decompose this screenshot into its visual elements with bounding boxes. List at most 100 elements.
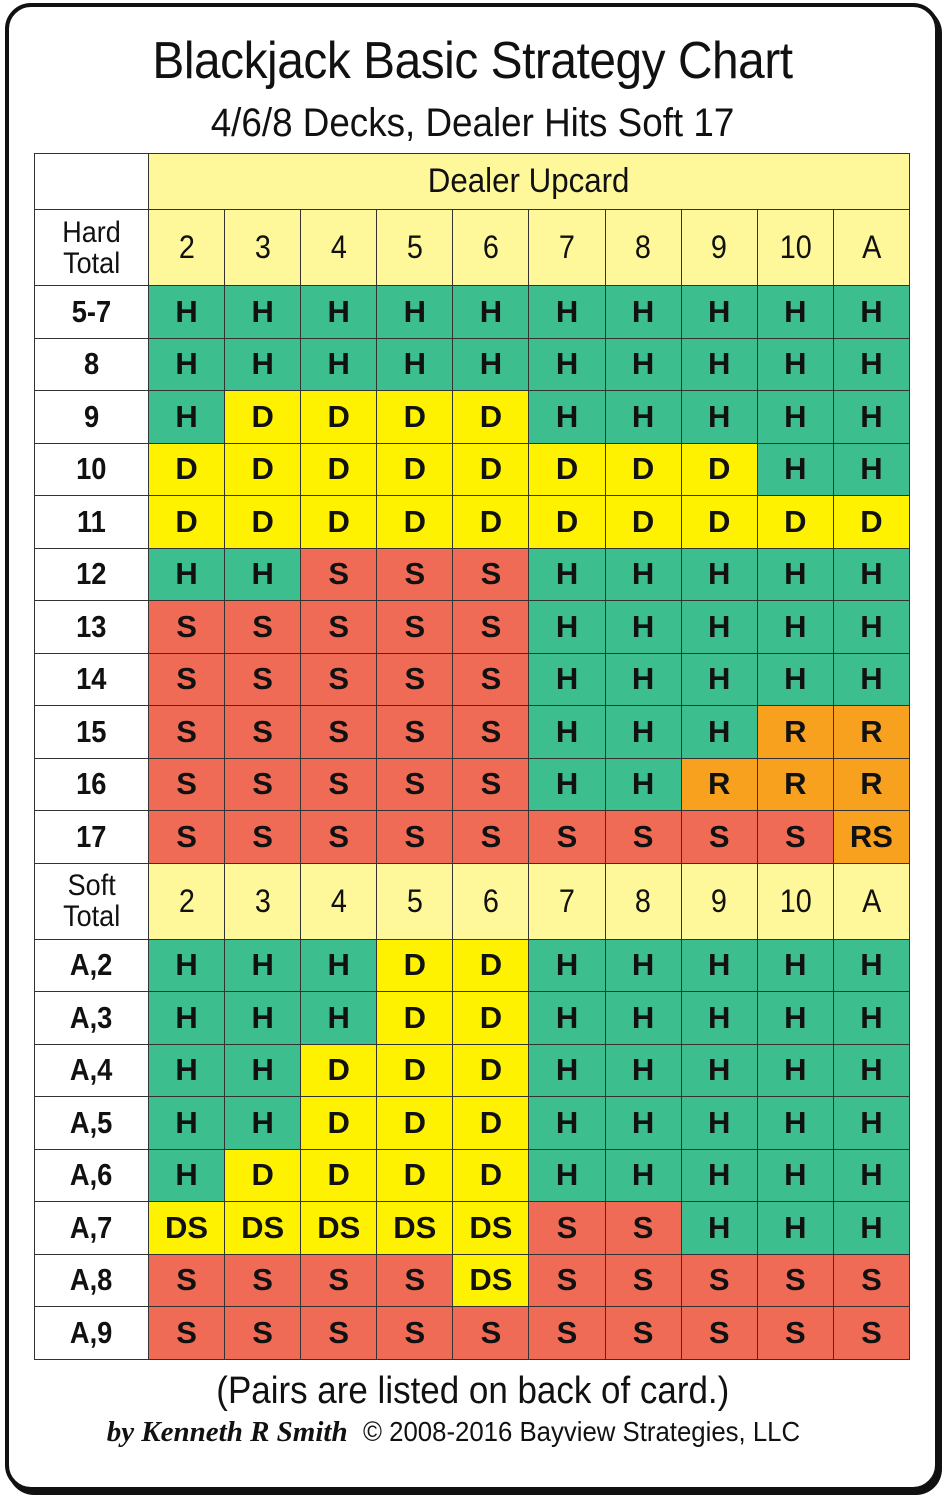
row-label: 11: [34, 495, 149, 549]
strategy-cell: H: [528, 1096, 606, 1150]
upcard-10: 10: [756, 209, 834, 286]
strategy-cell: S: [756, 810, 834, 864]
strategy-cell: H: [300, 938, 378, 992]
strategy-cell: S: [376, 547, 454, 601]
strategy-cell: H: [224, 1043, 302, 1097]
strategy-cell: S: [376, 1253, 454, 1307]
strategy-cell: D: [604, 442, 682, 496]
author: by Kenneth R Smith: [106, 1416, 348, 1448]
strategy-cell: D: [300, 442, 378, 496]
strategy-cell: R: [832, 757, 911, 811]
row-label: A,8: [34, 1253, 149, 1307]
strategy-cell: DS: [147, 1201, 226, 1255]
strategy-cell: H: [300, 285, 378, 339]
strategy-cell: R: [756, 705, 834, 759]
strategy-cell: H: [224, 285, 302, 339]
strategy-cell: D: [452, 390, 530, 444]
strategy-cell: H: [376, 285, 454, 339]
strategy-cell: S: [604, 1253, 682, 1307]
strategy-cell: S: [604, 1306, 682, 1360]
strategy-cell: H: [224, 938, 302, 992]
strategy-cell: D: [452, 991, 530, 1045]
strategy-cell: H: [528, 337, 606, 391]
strategy-cell: H: [756, 1201, 834, 1255]
strategy-cell: H: [224, 547, 302, 601]
upcard-8: 8: [604, 209, 682, 286]
strategy-cell: D: [452, 1148, 530, 1202]
table-row: 17 S S S S S S S S S RS: [34, 810, 911, 864]
strategy-cell: DS: [452, 1253, 530, 1307]
upcard-2: 2: [147, 209, 226, 286]
strategy-cell: H: [832, 600, 911, 654]
strategy-cell: D: [376, 390, 454, 444]
strategy-cell: D: [376, 1148, 454, 1202]
row-label: A,6: [34, 1148, 149, 1202]
strategy-cell: S: [224, 1306, 302, 1360]
strategy-cell: H: [832, 442, 911, 496]
upcard-6: 6: [452, 209, 530, 286]
strategy-cell: H: [756, 1096, 834, 1150]
strategy-cell: DS: [376, 1201, 454, 1255]
strategy-cell: H: [832, 1043, 911, 1097]
strategy-cell: D: [224, 442, 302, 496]
strategy-cell: D: [300, 1096, 378, 1150]
soft-total-label: Soft Total: [34, 862, 149, 940]
strategy-cell: S: [224, 810, 302, 864]
strategy-cell: S: [224, 600, 302, 654]
strategy-cell: H: [756, 285, 834, 339]
row-label: 8: [34, 337, 149, 391]
strategy-cell: D: [376, 1043, 454, 1097]
strategy-cell: S: [680, 1253, 758, 1307]
strategy-cell: H: [680, 991, 758, 1045]
strategy-cell: S: [756, 1253, 834, 1307]
upcard-4: 4: [300, 862, 378, 940]
strategy-cell: S: [452, 547, 530, 601]
pairs-note: (Pairs are listed on back of card.): [216, 1370, 729, 1412]
strategy-cell: D: [452, 1096, 530, 1150]
strategy-cell: S: [604, 1201, 682, 1255]
strategy-cell: H: [528, 1043, 606, 1097]
strategy-cell: H: [756, 547, 834, 601]
upcard-3: 3: [224, 209, 302, 286]
table-row: 12 H H S S S H H H H H: [34, 547, 911, 601]
strategy-cell: D: [224, 390, 302, 444]
table-row: 11 D D D D D D D D D D: [34, 495, 911, 549]
strategy-cell: H: [147, 991, 226, 1045]
strategy-cell: H: [300, 337, 378, 391]
strategy-table: Dealer Upcard Hard Total 2 3 4 5 6 7 8 9 10 A 5-7 H H H…: [34, 153, 911, 1360]
strategy-cell: S: [452, 652, 530, 706]
strategy-cell: S: [300, 810, 378, 864]
strategy-cell: S: [300, 1306, 378, 1360]
strategy-cell: S: [452, 757, 530, 811]
strategy-cell: S: [147, 810, 226, 864]
strategy-cell: H: [680, 705, 758, 759]
strategy-cell: D: [300, 1148, 378, 1202]
strategy-cell: R: [756, 757, 834, 811]
strategy-cell: H: [756, 938, 834, 992]
strategy-cell: S: [452, 600, 530, 654]
strategy-cell: S: [376, 705, 454, 759]
strategy-cell: H: [147, 390, 226, 444]
strategy-cell: H: [680, 1096, 758, 1150]
strategy-cell: H: [528, 600, 606, 654]
strategy-cell: H: [147, 1096, 226, 1150]
copyright: © 2008-2016 Bayview Strategies, LLC: [363, 1416, 801, 1447]
strategy-cell: S: [300, 757, 378, 811]
table-row: 14 S S S S S H H H H H: [34, 652, 911, 706]
row-label: A,9: [34, 1306, 149, 1360]
strategy-cell: S: [604, 810, 682, 864]
row-label: A,2: [34, 938, 149, 992]
strategy-cell: S: [680, 1306, 758, 1360]
upcard-3: 3: [224, 862, 302, 940]
table-row: A,4 H H D D D H H H H H: [34, 1043, 911, 1097]
row-label: 5-7: [34, 285, 149, 339]
strategy-cell: S: [300, 652, 378, 706]
strategy-cell: H: [680, 938, 758, 992]
strategy-cell: H: [832, 547, 911, 601]
strategy-cell: H: [604, 285, 682, 339]
strategy-cell: D: [528, 495, 606, 549]
strategy-cell: H: [680, 285, 758, 339]
strategy-cell: D: [300, 495, 378, 549]
strategy-cell: D: [376, 495, 454, 549]
